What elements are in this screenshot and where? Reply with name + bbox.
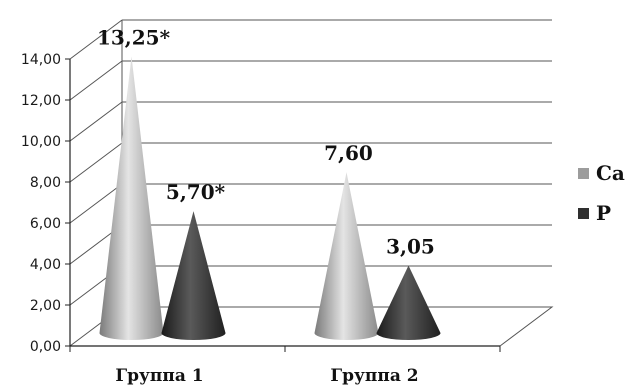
y-tick-label: 12,00 bbox=[21, 93, 61, 109]
cone-Ca-1 bbox=[99, 56, 164, 340]
y-tick-label: 2,00 bbox=[30, 298, 61, 314]
y-tick-label: 0,00 bbox=[30, 339, 61, 355]
data-label: 7,60 bbox=[324, 141, 373, 165]
y-tick-label: 4,00 bbox=[30, 257, 61, 273]
axes bbox=[65, 58, 501, 352]
y-tick-labels: 0,00 2,00 4,00 6,00 8,00 10,00 12,00 14,00 bbox=[21, 52, 61, 355]
legend: Ca P bbox=[578, 161, 625, 225]
legend-label-P: P bbox=[596, 201, 611, 225]
cone-P-1 bbox=[161, 211, 226, 340]
y-tick-label: 10,00 bbox=[21, 134, 61, 150]
x-category-labels: Группа 1 Группа 2 bbox=[115, 366, 418, 385]
cone-Ca-2 bbox=[314, 172, 379, 340]
legend-swatch-P bbox=[578, 208, 589, 219]
legend-label-Ca: Ca bbox=[596, 161, 625, 185]
gridline-side bbox=[69, 101, 123, 142]
gridline-side bbox=[69, 183, 123, 224]
data-labels: 13,25* 5,70* 7,60 3,05 bbox=[97, 25, 435, 258]
y-tick-label: 14,00 bbox=[21, 52, 61, 68]
gridline-side bbox=[69, 142, 123, 183]
data-label: 13,25* bbox=[97, 25, 171, 49]
legend-swatch-Ca bbox=[578, 168, 589, 179]
data-label: 5,70* bbox=[166, 180, 226, 204]
x-category-label: Группа 2 bbox=[330, 366, 418, 385]
gridline-side bbox=[69, 60, 123, 101]
cone-P-2 bbox=[376, 265, 441, 340]
gridline-side bbox=[69, 19, 123, 60]
y-tick-label: 6,00 bbox=[30, 216, 61, 232]
cones bbox=[99, 56, 441, 340]
data-label: 3,05 bbox=[386, 234, 435, 258]
y-tick-label: 8,00 bbox=[30, 175, 61, 191]
x-category-label: Группа 1 bbox=[115, 366, 203, 385]
